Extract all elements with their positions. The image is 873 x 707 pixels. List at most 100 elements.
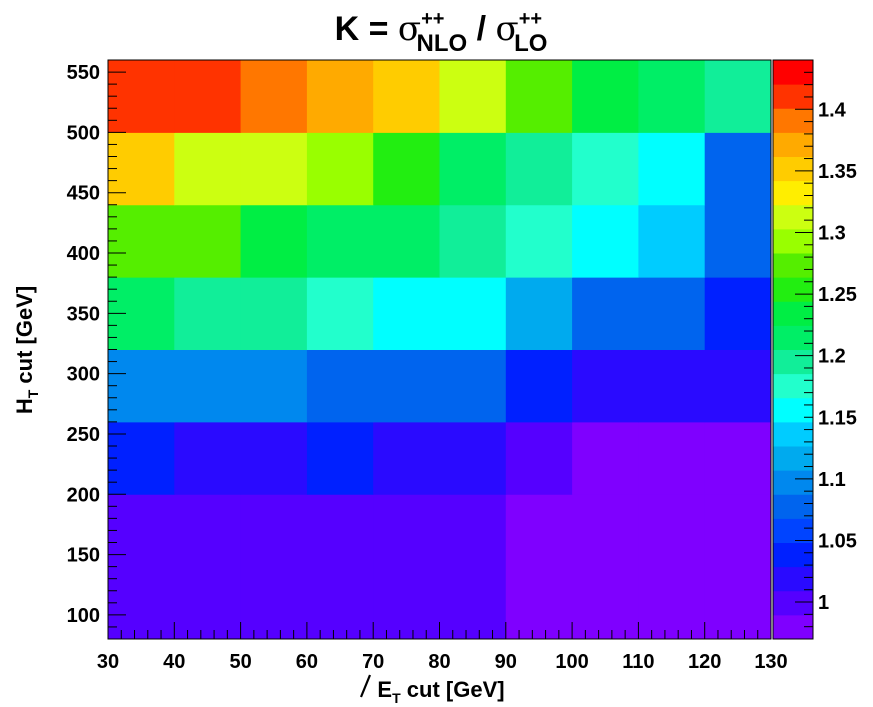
heatmap-cell	[174, 60, 242, 133]
x-tick-label: 50	[229, 651, 251, 673]
y-tick-label: 350	[67, 303, 100, 325]
heatmap-cell	[240, 494, 308, 640]
heatmap-cell	[638, 349, 706, 423]
y-axis: 100 150 200 250 300 350 400 450 500 550	[67, 59, 126, 640]
heatmap-cell	[638, 132, 706, 206]
palette-band	[773, 470, 813, 495]
palette-band	[773, 373, 813, 399]
palette-band	[773, 277, 813, 302]
palette-frame	[772, 59, 814, 640]
heatmap-cell	[306, 494, 374, 640]
heatmap-cell	[572, 132, 639, 206]
heatmap-cell	[108, 421, 175, 495]
heatmap-cell	[373, 421, 440, 495]
x-tick-label: 120	[688, 651, 721, 673]
heatmap-cell	[704, 349, 772, 423]
heatmap-cell	[306, 349, 374, 423]
heatmap-cell	[704, 60, 772, 133]
heatmap-cell	[373, 494, 440, 640]
color-palette	[773, 60, 813, 640]
y-tick-label: 550	[67, 62, 100, 84]
palette-tick-label: 1.15	[818, 407, 857, 429]
heatmap-cell	[373, 349, 440, 423]
heatmap-cell	[505, 349, 573, 423]
y-tick-label: 150	[67, 545, 100, 567]
heatmap-cell	[439, 421, 507, 495]
palette-band	[773, 84, 813, 109]
heatmap-cell	[638, 60, 706, 133]
heatmap-cell	[306, 60, 374, 133]
heatmap-cell	[240, 421, 308, 495]
y-tick-label: 400	[67, 243, 100, 265]
heatmap-cell	[108, 60, 175, 133]
y-tick-label: 300	[67, 364, 100, 386]
heatmap-cell	[373, 277, 440, 350]
palette-band	[773, 542, 813, 568]
y-tick-label: 450	[67, 183, 100, 205]
palette-band	[773, 421, 813, 447]
palette-band	[773, 132, 813, 157]
heatmap-cell	[704, 204, 772, 278]
palette-band	[773, 349, 813, 375]
heatmap-cell	[439, 494, 507, 640]
heatmap-cell	[505, 421, 573, 495]
heatmap-cell	[505, 494, 573, 640]
palette-band	[773, 108, 813, 133]
heatmap-cell	[439, 132, 507, 206]
chart-title: K = σ++ NLO / σ++ LO	[335, 8, 548, 57]
heatmap-cell	[638, 421, 706, 495]
palette-tick-label: 1.05	[818, 530, 857, 552]
heatmap-cell	[638, 277, 706, 350]
palette-tick-label: 1	[818, 592, 829, 614]
x-tick-label: 60	[296, 651, 318, 673]
x-axis: 30 40 50 60 70 80 90 100 110 120 130	[97, 622, 788, 673]
heatmap-cell	[373, 204, 440, 278]
heatmap-cell	[572, 277, 639, 350]
heatmap-cell	[373, 132, 440, 206]
y-axis-title: HT cut [GeV]	[12, 286, 41, 414]
heatmap-cell	[174, 349, 242, 423]
x-tick-label: 70	[362, 651, 384, 673]
palette-band	[773, 325, 813, 350]
palette-band	[773, 590, 813, 616]
palette-band	[773, 301, 813, 326]
palette-axis: 1 1.05 1.1 1.15 1.2 1.25 1.3 1.35 1.4	[795, 59, 857, 640]
heatmap-cell	[306, 421, 374, 495]
palette-tick-label: 1.1	[818, 469, 846, 491]
palette-band	[773, 614, 813, 640]
heatmap-cell	[439, 277, 507, 350]
heatmap-cell	[439, 60, 507, 133]
y-tick-label: 250	[67, 424, 100, 446]
heatmap-cell	[306, 277, 374, 350]
heatmap-cell	[572, 349, 639, 423]
heatmap-cell	[240, 277, 308, 350]
x-tick-label: 30	[97, 651, 119, 673]
x-tick-label: 80	[428, 651, 450, 673]
heatmap-cell	[174, 494, 242, 640]
heatmap-cell	[572, 60, 639, 133]
x-tick-label: 90	[495, 651, 517, 673]
palette-tick-label: 1.2	[818, 346, 846, 368]
heatmap-cell	[108, 494, 175, 640]
heatmap-cell	[108, 349, 175, 423]
heatmap-cell	[572, 204, 639, 278]
heatmap-cell	[439, 204, 507, 278]
x-tick-label: 100	[555, 651, 588, 673]
heatmap-cell	[373, 60, 440, 133]
heatmap-cell	[240, 60, 308, 133]
heatmap-cell	[306, 132, 374, 206]
palette-band	[773, 180, 813, 206]
x-tick-label: 110	[622, 651, 654, 673]
x-axis-title: ET cut [GeV]	[377, 677, 504, 706]
palette-band	[773, 518, 813, 543]
heatmap-cell	[505, 277, 573, 350]
heatmap-cell	[505, 204, 573, 278]
heatmap-cell	[638, 494, 706, 640]
palette-tick-label: 1.35	[818, 161, 857, 183]
heatmap-cell	[704, 132, 772, 206]
heatmap-cell	[638, 204, 706, 278]
heatmap-cell	[240, 349, 308, 423]
heatmap-cell	[174, 277, 242, 350]
heatmap-cell	[174, 204, 242, 278]
heatmap-cell	[174, 132, 242, 206]
